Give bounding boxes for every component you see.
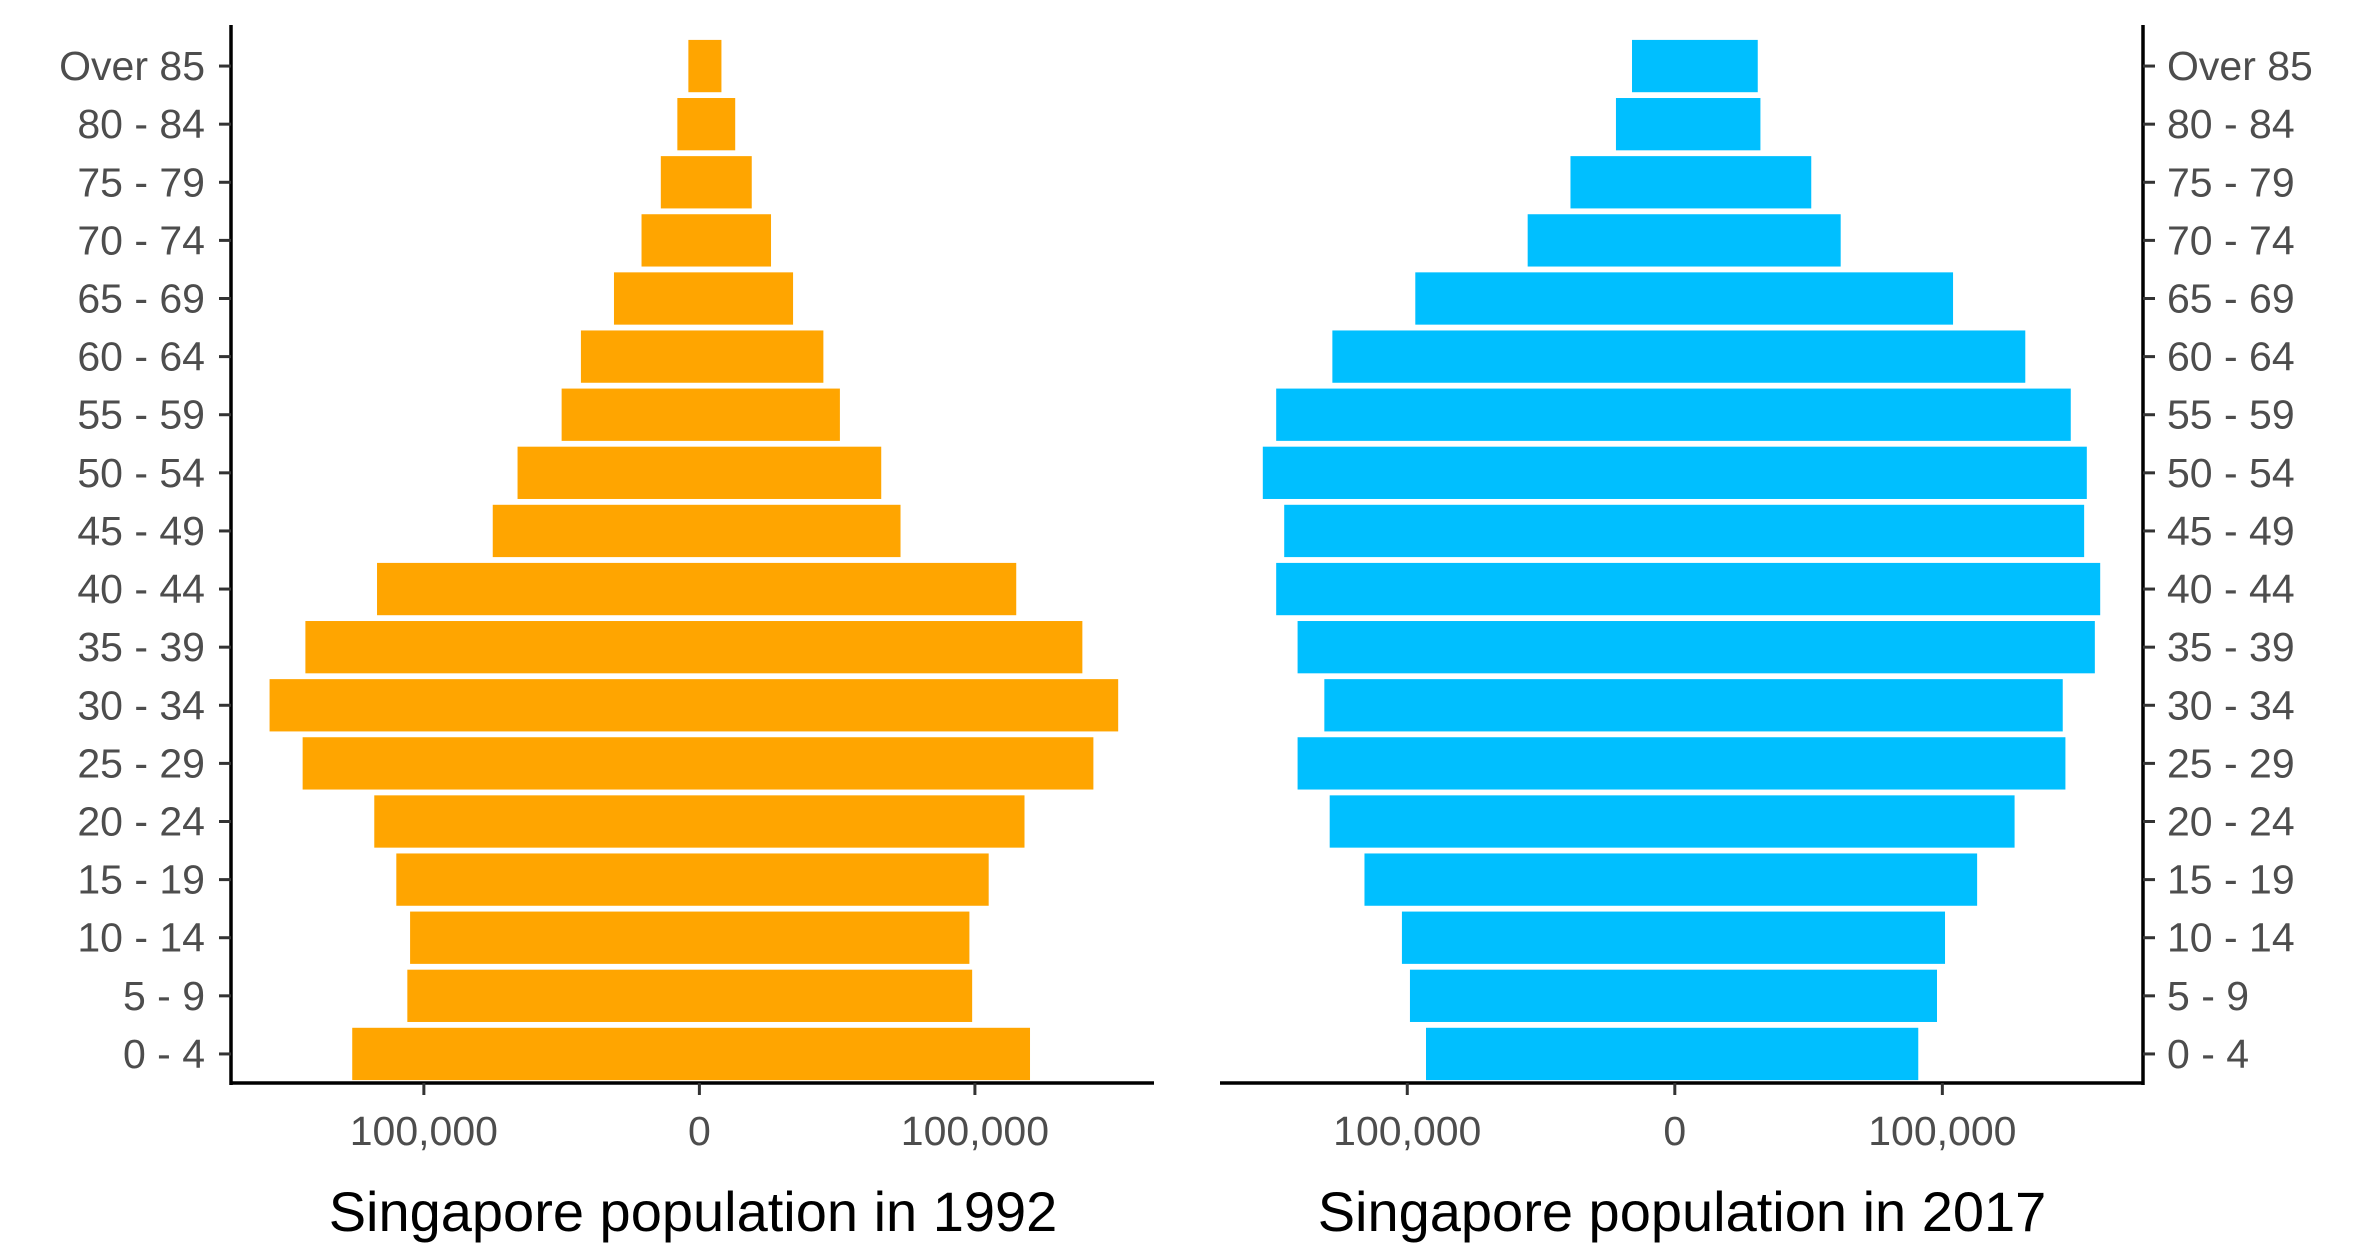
x-tick-label: 100,000 <box>1333 1108 1481 1154</box>
y-tick-label: 25 - 29 <box>77 740 205 786</box>
y-tick-label: 15 - 19 <box>77 857 205 903</box>
bar-40-44 <box>1276 562 2101 616</box>
bar-65-69 <box>1415 272 1954 325</box>
bar-60-64 <box>580 330 824 383</box>
y-tick-label: 65 - 69 <box>77 276 205 322</box>
x-tick-label: 0 <box>1663 1108 1686 1154</box>
bar-20-24 <box>374 795 1025 848</box>
y-tick-label: 45 - 49 <box>2167 508 2295 554</box>
panel-1992: 0 - 4 5 - 9 10 - 14 15 - 19 20 - 24 25 - 29 30… <box>59 25 1154 1243</box>
x-tick-label: 0 <box>688 1108 711 1154</box>
bar-45-49 <box>1284 504 2085 558</box>
x-tick-label: 100,000 <box>350 1108 498 1154</box>
bar-30-34 <box>269 679 1119 732</box>
y-tick-label: 5 - 9 <box>123 973 205 1019</box>
bar-over85 <box>688 39 722 93</box>
bar-10-14 <box>1401 911 1946 964</box>
bar-5-9 <box>1409 969 1937 1022</box>
y-tick-label: Over 85 <box>59 43 205 89</box>
y-tick-label: 60 - 64 <box>2167 334 2295 380</box>
bar-50-54 <box>1262 446 2087 499</box>
y-tick-label: 75 - 79 <box>77 159 205 205</box>
bar-15-19 <box>1364 853 1978 906</box>
y-tick-label: 30 - 34 <box>77 682 205 728</box>
y-tick-label: 15 - 19 <box>2167 857 2295 903</box>
bar-55-59 <box>561 388 840 441</box>
bar-65-69 <box>613 272 794 325</box>
y-tick-label: 80 - 84 <box>77 101 205 147</box>
bar-80-84 <box>677 98 736 151</box>
x-axis-title: Singapore population in 2017 <box>1318 1180 2047 1243</box>
y-tick-label: 60 - 64 <box>77 334 205 380</box>
y-tick-label: 65 - 69 <box>2167 276 2295 322</box>
bar-20-24 <box>1329 795 2015 848</box>
bar-75-79 <box>660 156 752 209</box>
bar-over85 <box>1632 39 1758 93</box>
bar-35-39 <box>305 621 1083 674</box>
bar-0-4 <box>1426 1027 1919 1081</box>
y-tick-label: 70 - 74 <box>2167 217 2295 263</box>
bar-40-44 <box>377 562 1017 616</box>
y-tick-label: 50 - 54 <box>2167 450 2295 496</box>
bar-80-84 <box>1615 98 1761 151</box>
y-tick-label: 20 - 24 <box>77 799 205 845</box>
bar-70-74 <box>1527 214 1841 267</box>
bar-10-14 <box>410 911 970 964</box>
y-tick-label: 50 - 54 <box>77 450 205 496</box>
bar-55-59 <box>1276 388 2071 441</box>
bar-50-54 <box>517 446 882 499</box>
y-tick-label: 35 - 39 <box>2167 624 2295 670</box>
y-tick-label: 25 - 29 <box>2167 740 2295 786</box>
x-axis-title: Singapore population in 1992 <box>329 1180 1058 1243</box>
bar-25-29 <box>1297 737 2066 790</box>
y-tick-label: 0 - 4 <box>123 1031 205 1077</box>
panel-2017: 0 - 4 5 - 9 10 - 14 15 - 19 20 - 24 25 - 29 30… <box>1220 25 2313 1243</box>
y-tick-label: 5 - 9 <box>2167 973 2249 1019</box>
y-tick-label: 10 - 14 <box>2167 915 2295 961</box>
y-tick-label: 40 - 44 <box>2167 566 2295 612</box>
bar-75-79 <box>1570 156 1812 209</box>
y-tick-label: 45 - 49 <box>77 508 205 554</box>
bar-70-74 <box>641 214 772 267</box>
y-tick-label: 70 - 74 <box>77 217 205 263</box>
y-tick-label: 35 - 39 <box>77 624 205 670</box>
bar-0-4 <box>352 1027 1031 1081</box>
y-tick-label: 80 - 84 <box>2167 101 2295 147</box>
y-tick-label: 0 - 4 <box>2167 1031 2249 1077</box>
y-tick-label: Over 85 <box>2167 43 2313 89</box>
x-tick-label: 100,000 <box>901 1108 1049 1154</box>
y-tick-label: 75 - 79 <box>2167 159 2295 205</box>
bar-45-49 <box>492 504 901 558</box>
bar-25-29 <box>302 737 1094 790</box>
bar-35-39 <box>1297 621 2095 674</box>
y-tick-label: 30 - 34 <box>2167 682 2295 728</box>
y-tick-label: 10 - 14 <box>77 915 205 961</box>
y-tick-label: 40 - 44 <box>77 566 205 612</box>
bar-5-9 <box>407 969 973 1022</box>
bar-15-19 <box>396 853 989 906</box>
y-tick-label: 20 - 24 <box>2167 799 2295 845</box>
y-tick-label: 55 - 59 <box>77 392 205 438</box>
bar-30-34 <box>1324 679 2063 732</box>
x-tick-label: 100,000 <box>1868 1108 2016 1154</box>
bar-60-64 <box>1332 330 2026 383</box>
y-tick-label: 55 - 59 <box>2167 392 2295 438</box>
